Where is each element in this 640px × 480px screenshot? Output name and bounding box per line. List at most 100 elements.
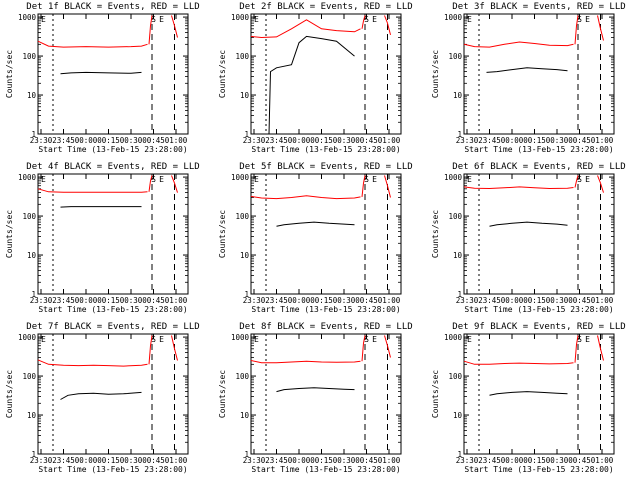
x-tick-label: 00:30 <box>546 136 569 145</box>
y-tick-label: 1 <box>31 130 36 139</box>
marker-e-left: E <box>41 175 46 184</box>
y-tick-label: 10 <box>27 91 37 100</box>
x-axis-label: Start Time (13-Feb-15 23:28:00) <box>38 145 187 154</box>
series-events <box>60 71 142 75</box>
x-tick-label: 00:00 <box>75 456 98 465</box>
y-tick-label: 1 <box>244 290 249 299</box>
series-events <box>60 391 142 400</box>
x-tick-label: 01:00 <box>591 296 614 305</box>
plot-frame <box>37 333 189 455</box>
series-events <box>268 35 355 135</box>
x-tick-label: 23:45 <box>52 296 75 305</box>
plot-frame <box>37 173 189 295</box>
series-lld <box>171 15 178 38</box>
marker-e-left: E <box>254 335 259 344</box>
panel-title: Det 3f BLACK = Events, RED = LLD <box>452 2 625 12</box>
y-tick-label: 10 <box>240 411 250 420</box>
series-events <box>60 206 142 208</box>
y-tick-label: 1000 <box>444 13 463 22</box>
x-tick-label: 00:00 <box>501 456 524 465</box>
marker-e: E <box>585 335 590 344</box>
y-axis-label: Counts/sec <box>5 50 14 98</box>
y-tick-label: 10 <box>453 91 463 100</box>
marker-e: E <box>372 335 377 344</box>
panel-2: Det 2f BLACK = Events, RED = LLD 1 10 100 10… <box>218 2 413 154</box>
y-tick-label: 1000 <box>18 333 37 342</box>
series-events <box>489 391 568 396</box>
x-tick-label: 00:15 <box>97 136 120 145</box>
x-tick-label: 00:00 <box>501 136 524 145</box>
x-tick-label: 01:00 <box>378 136 401 145</box>
marker-e: E <box>159 15 164 24</box>
x-tick-label: 23:45 <box>52 136 75 145</box>
x-tick-label: 23:45 <box>52 456 75 465</box>
series-lld <box>148 15 153 45</box>
y-axis-label: Counts/sec <box>218 50 227 98</box>
y-tick-label: 100 <box>448 372 462 381</box>
marker-s: S <box>364 15 369 24</box>
x-tick-label: 00:15 <box>97 296 120 305</box>
x-tick-label: 00:45 <box>142 136 165 145</box>
series-lld <box>37 188 148 193</box>
x-tick-label: 23:45 <box>478 136 501 145</box>
x-tick-label: 00:00 <box>75 136 98 145</box>
marker-e: E <box>372 15 377 24</box>
x-tick-label: 23:45 <box>478 456 501 465</box>
y-tick-label: 10 <box>240 251 250 260</box>
series-lld <box>171 335 178 361</box>
y-tick-label: 1000 <box>18 13 37 22</box>
series-lld <box>463 41 574 48</box>
marker-s: S <box>151 175 156 184</box>
panel-title: Det 4f BLACK = Events, RED = LLD <box>26 162 199 172</box>
x-tick-label: 23:45 <box>478 296 501 305</box>
x-tick-label: 23:30 <box>30 456 53 465</box>
series-lld <box>250 195 361 200</box>
x-tick-label: 23:30 <box>243 456 266 465</box>
plot-frame <box>37 13 189 135</box>
y-axis-label: Counts/sec <box>431 370 440 418</box>
panel-title: Det 9f BLACK = Events, RED = LLD <box>452 322 625 332</box>
plot-frame <box>250 173 402 295</box>
x-tick-label: 23:30 <box>243 296 266 305</box>
y-axis-label: Counts/sec <box>218 210 227 258</box>
x-tick-label: 00:00 <box>501 296 524 305</box>
x-tick-label: 01:00 <box>591 456 614 465</box>
y-tick-label: 10 <box>27 251 37 260</box>
panel-1: Det 1f BLACK = Events, RED = LLD 1 10 100 10… <box>5 2 200 154</box>
x-tick-label: 00:30 <box>546 296 569 305</box>
marker-e-left: E <box>467 335 472 344</box>
series-lld <box>37 40 148 48</box>
series-lld <box>597 15 604 41</box>
x-tick-label: 01:00 <box>591 136 614 145</box>
x-tick-label: 01:00 <box>165 296 188 305</box>
plot-frame <box>250 333 402 455</box>
series-lld <box>463 360 574 365</box>
x-tick-label: 00:30 <box>333 296 356 305</box>
panel-title: Det 2f BLACK = Events, RED = LLD <box>239 2 412 12</box>
x-tick-label: 00:15 <box>310 296 333 305</box>
series-lld <box>384 175 391 198</box>
marker-s: S <box>364 335 369 344</box>
x-tick-label: 00:30 <box>120 296 143 305</box>
x-axis-label: Start Time (13-Feb-15 23:28:00) <box>464 465 613 474</box>
y-tick-label: 1 <box>457 450 462 459</box>
series-events <box>276 221 355 227</box>
x-tick-label: 00:45 <box>568 456 591 465</box>
series-lld <box>148 335 153 365</box>
x-tick-label: 00:15 <box>310 136 333 145</box>
y-tick-label: 10 <box>27 411 37 420</box>
series-lld <box>171 175 178 193</box>
x-tick-label: 23:30 <box>456 456 479 465</box>
marker-e: E <box>585 15 590 24</box>
x-tick-label: 00:45 <box>142 296 165 305</box>
y-tick-label: 1000 <box>18 173 37 182</box>
y-tick-label: 1 <box>457 130 462 139</box>
marker-e: E <box>372 175 377 184</box>
y-tick-label: 1000 <box>444 333 463 342</box>
panel-9: Det 9f BLACK = Events, RED = LLD 1 10 100 10… <box>431 322 626 474</box>
x-axis-label: Start Time (13-Feb-15 23:28:00) <box>251 465 400 474</box>
y-tick-label: 100 <box>22 212 36 221</box>
marker-e-left: E <box>41 15 46 24</box>
series-lld <box>148 175 153 192</box>
